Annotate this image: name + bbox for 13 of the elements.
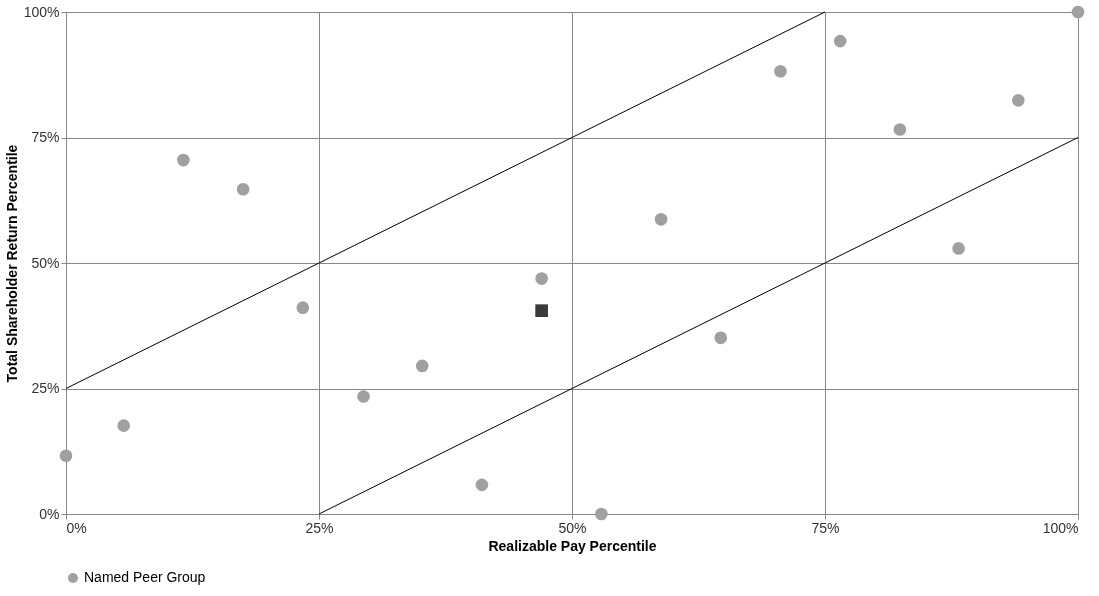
y-tick-label: 25% [31, 380, 60, 396]
y-tick-label: 50% [31, 254, 60, 271]
y-axis-title: Total Shareholder Return Percentile [3, 144, 20, 383]
y-tick-label: 75% [31, 129, 60, 145]
x-tick-label: 50% [558, 519, 587, 536]
legend-label: Named Peer Group [84, 569, 206, 585]
x-tick-label: 0% [66, 519, 87, 536]
x-tick-label: 25% [305, 519, 334, 536]
y-tick-label: 100% [23, 3, 60, 20]
x-tick-label: 75% [811, 519, 840, 536]
x-tick-label: 100% [1042, 519, 1079, 536]
y-tick-label: 0% [39, 505, 60, 522]
x-axis-title: Realizable Pay Percentile [488, 537, 657, 554]
